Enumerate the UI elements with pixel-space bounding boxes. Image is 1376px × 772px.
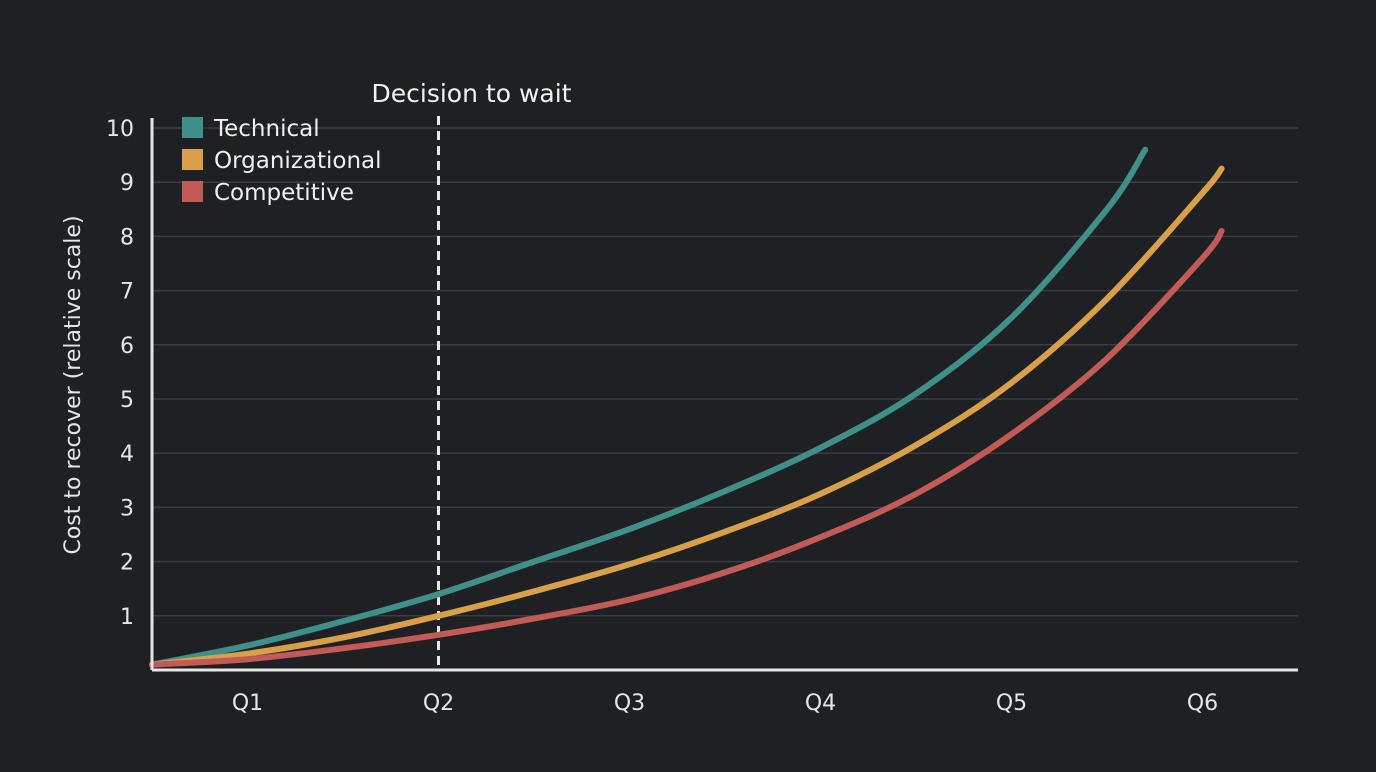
y-tick-label: 2 [120, 551, 134, 576]
y-tick-label: 7 [120, 280, 134, 305]
series-line-competitive [149, 228, 1225, 668]
y-axis-label: Cost to recover (relative scale) [61, 215, 86, 554]
x-tick-label: Q4 [805, 691, 836, 716]
y-tick-label: 10 [106, 117, 134, 142]
x-tick-label: Q1 [232, 691, 263, 716]
annotation: Decision to wait [372, 79, 572, 670]
x-tick-label: Q3 [614, 691, 645, 716]
legend-swatch-technical [182, 117, 203, 138]
y-tick-label: 3 [120, 496, 134, 521]
legend-swatch-competitive [182, 181, 203, 202]
x-tick-labels: Q1 Q2 Q3 Q4 Q5 Q6 [232, 691, 1218, 716]
legend-label: Technical [213, 116, 320, 142]
legend-label: Competitive [214, 180, 354, 206]
annotation-label: Decision to wait [372, 79, 572, 108]
y-tick-label: 5 [120, 388, 134, 413]
y-tick-label: 8 [120, 225, 134, 250]
legend-swatch-organizational [182, 149, 203, 170]
legend: Technical Organizational Competitive [182, 116, 382, 206]
y-tick-label: 6 [120, 334, 134, 359]
series-line-technical [149, 146, 1149, 668]
y-tick-label: 4 [120, 442, 134, 467]
y-tick-labels: 1 2 3 4 5 6 7 8 9 10 [106, 117, 134, 630]
gridlines [152, 127, 1298, 617]
y-tick-label: 9 [120, 171, 134, 196]
series-lines [149, 146, 1225, 668]
axes [150, 118, 1298, 672]
series-line-organizational [149, 165, 1225, 668]
legend-label: Organizational [214, 148, 382, 174]
y-tick-label: 1 [120, 605, 134, 630]
x-tick-label: Q5 [996, 691, 1027, 716]
x-tick-label: Q2 [423, 691, 454, 716]
x-tick-label: Q6 [1187, 691, 1218, 716]
